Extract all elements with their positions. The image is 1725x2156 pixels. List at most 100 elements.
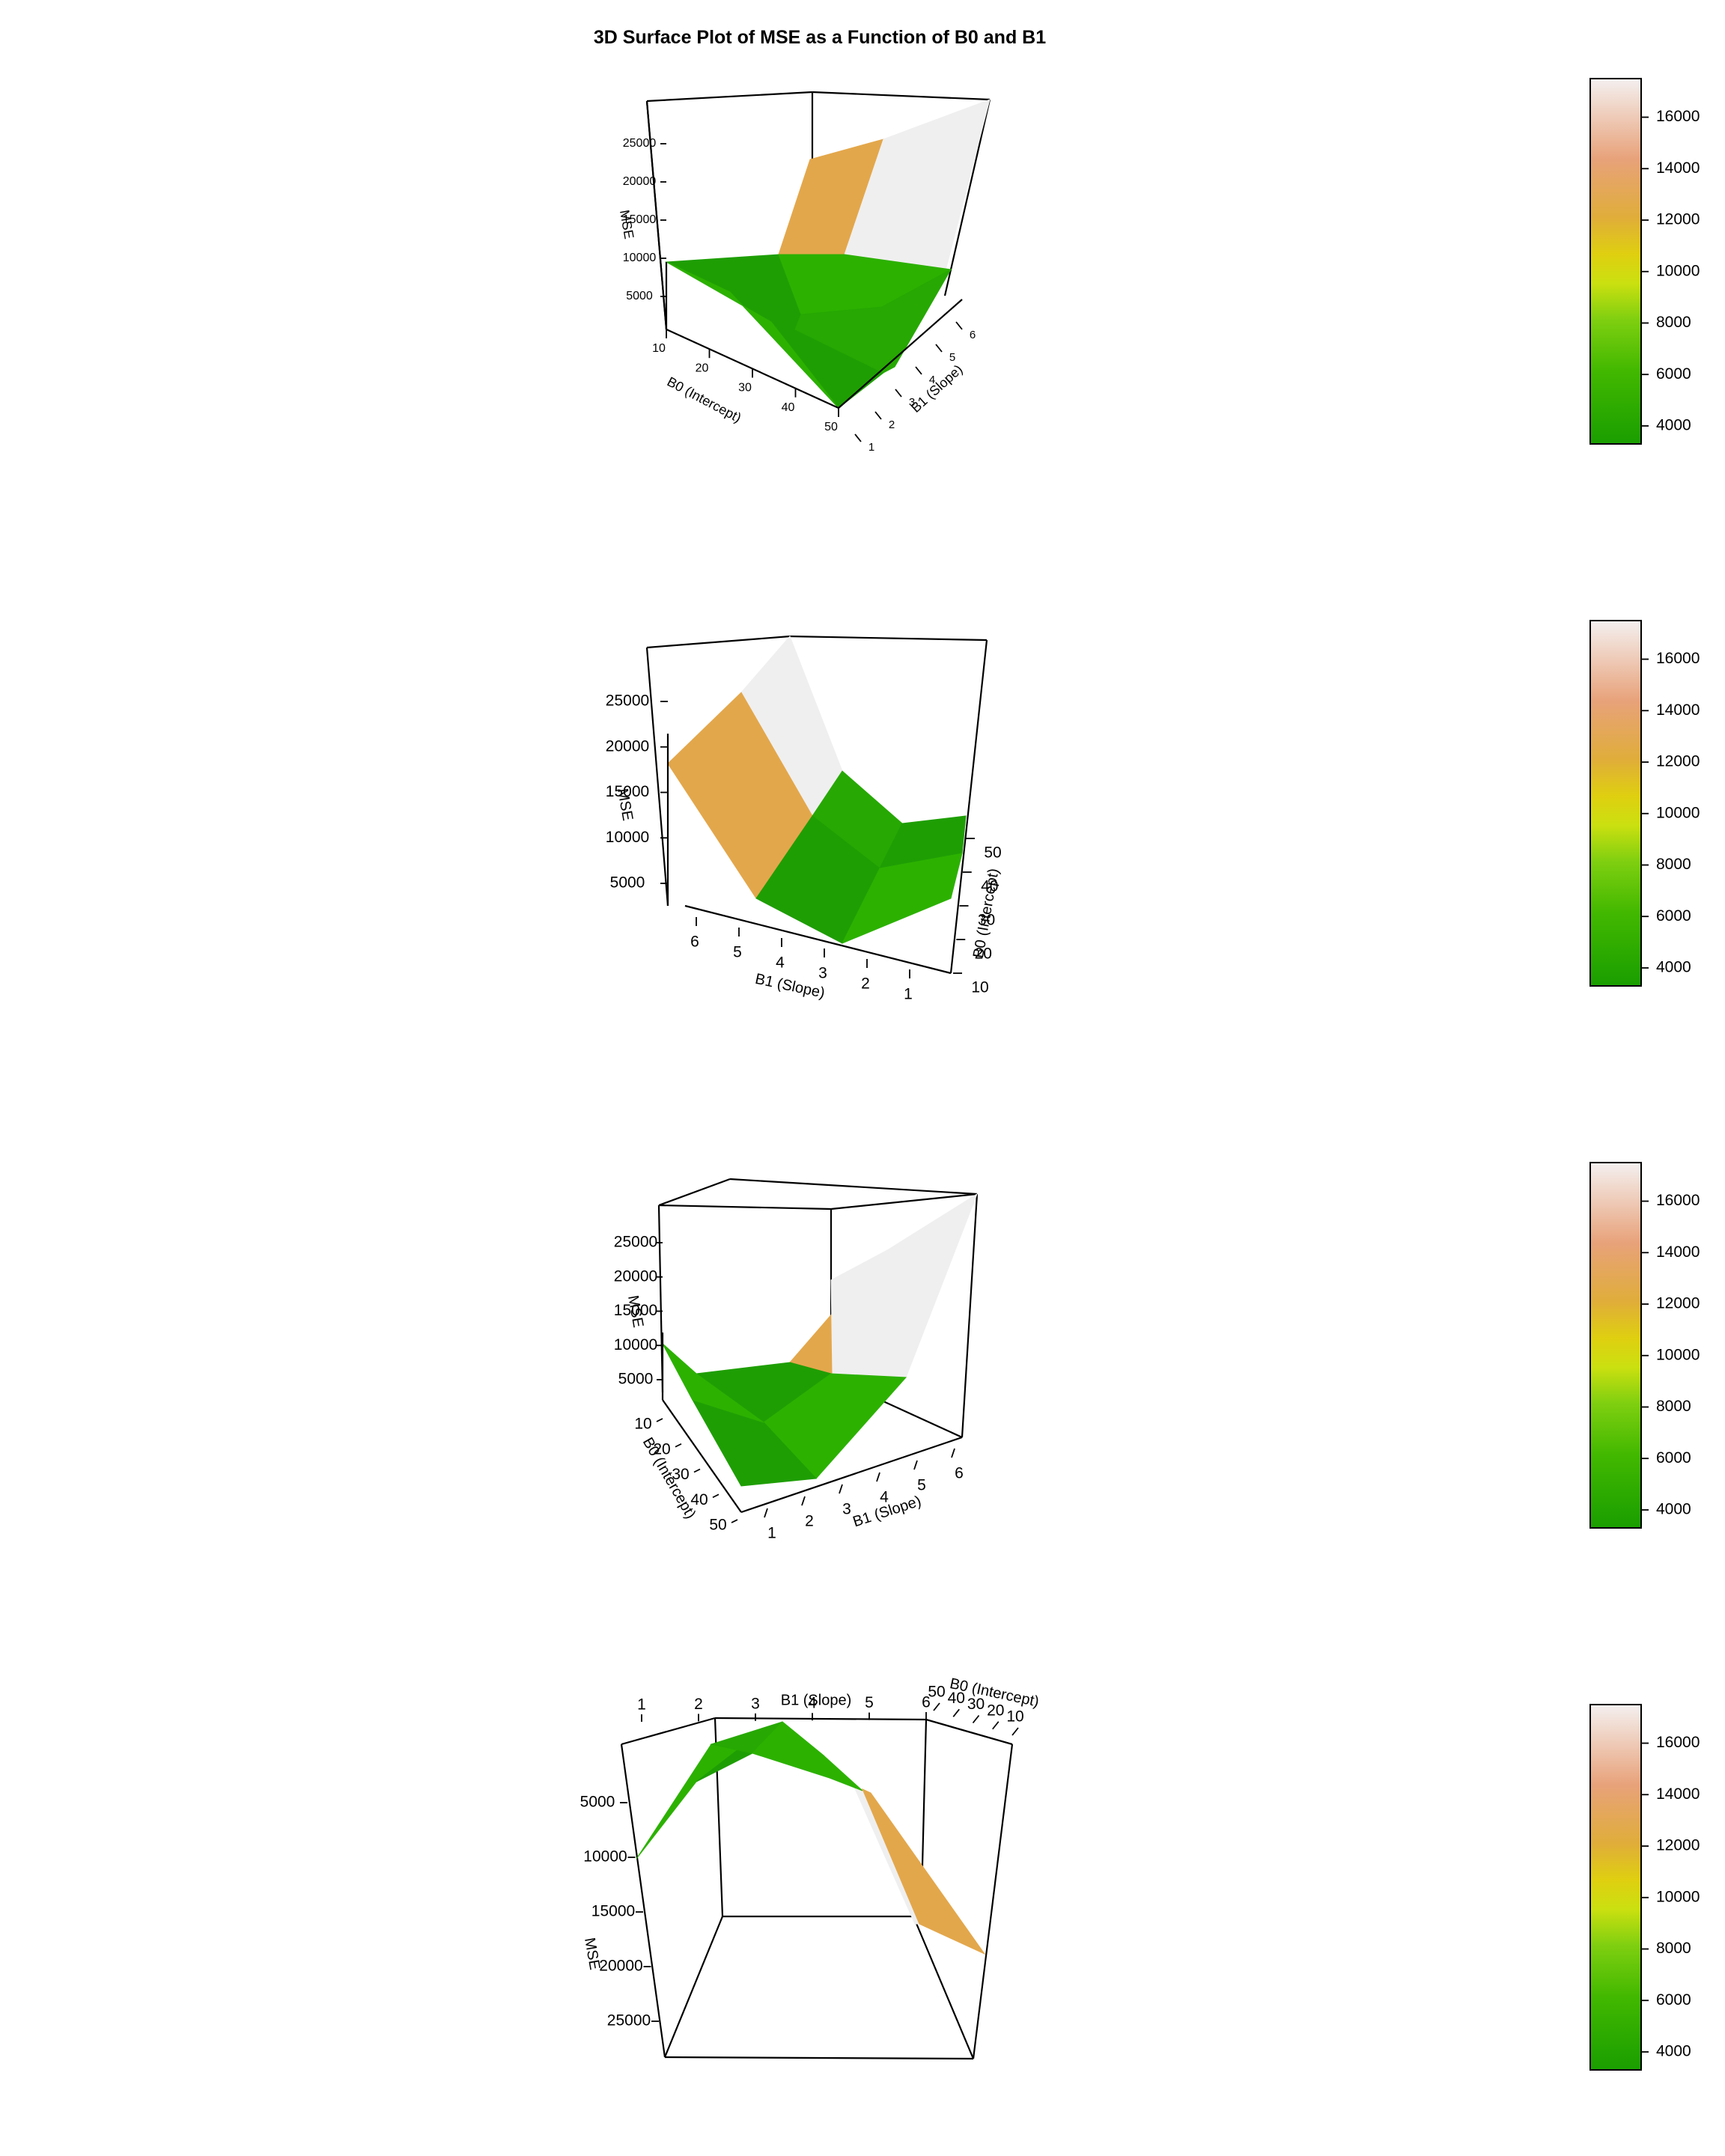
- box-edge: [658, 1204, 832, 1211]
- z-axis-tick-label: 10000: [623, 252, 657, 264]
- z-axis-tick-label: 10000: [606, 829, 649, 846]
- box-edge: [646, 635, 791, 649]
- y-axis-title: B0 (Intercept): [970, 867, 1003, 959]
- x-axis-tick-label: 20: [653, 1440, 670, 1458]
- x-axis-tick: [712, 1493, 719, 1499]
- colorbar-tick-label: 14000: [1656, 159, 1700, 177]
- z-axis-tick-label: 10000: [614, 1336, 657, 1353]
- panel-2: 6 5 4 3 2 1 10 20 30 40 50 5000 10000 15000 20000 25000…: [606, 635, 1003, 1003]
- colorbar-tick-label: 16000: [1656, 1192, 1700, 1209]
- box-edge: [812, 91, 991, 101]
- y-axis-tick-label: 50: [984, 844, 1001, 862]
- x-axis-tick-label: 1: [904, 986, 913, 1003]
- z-axis-tick-label: 25000: [614, 1234, 657, 1251]
- colorbar-gradient: [1589, 1162, 1642, 1529]
- surface-face: [662, 1343, 764, 1423]
- y-axis-line: [838, 299, 963, 409]
- y-axis-tick: [951, 1448, 955, 1458]
- y-axis-tick: [874, 411, 882, 420]
- box-edge: [658, 1178, 731, 1207]
- x-axis-line: [662, 1399, 742, 1513]
- y-axis-tick: [935, 344, 943, 353]
- y-axis-tick: [895, 389, 902, 398]
- y-axis-line: [740, 1436, 963, 1514]
- y-axis-tick: [854, 433, 862, 442]
- box-edge: [663, 1916, 724, 2058]
- colorbar-tick-label: 10000: [1656, 1888, 1700, 1905]
- y-axis-tick: [915, 366, 922, 375]
- surface-face: [665, 254, 802, 315]
- x-axis-tick-label: 20: [696, 362, 709, 374]
- y-axis-tick: [801, 1496, 806, 1506]
- z-axis-tick-label: 25000: [623, 137, 657, 150]
- box-edge: [972, 1744, 1014, 2059]
- y-axis-tick-label: 10: [1006, 1708, 1023, 1726]
- box-edge: [645, 100, 668, 330]
- y-axis-tick-label: 30: [967, 1696, 985, 1713]
- box-edge: [943, 99, 991, 296]
- box-edge: [961, 1193, 979, 1438]
- colorbar-tick-label: 16000: [1656, 650, 1700, 667]
- colorbar-tick-label: 14000: [1656, 1785, 1700, 1803]
- y-axis-tick-label: 4: [880, 1489, 889, 1506]
- surface-face-white: [830, 1193, 979, 1378]
- colorbar-tick-label: 12000: [1656, 753, 1700, 770]
- y-axis-tick-label: 3: [909, 396, 915, 409]
- box-edge: [912, 1916, 975, 2059]
- x-axis-tick-label: 2: [694, 1696, 703, 1713]
- z-axis-tick-label: 25000: [606, 692, 649, 710]
- y-axis-title: B1 (Slope): [908, 362, 966, 415]
- x-axis-tick-label: 3: [751, 1695, 760, 1712]
- z-axis-tick-label: 10000: [583, 1848, 627, 1866]
- y-axis-tick-label: 3: [842, 1501, 851, 1518]
- z-axis-tick-label: 15000: [623, 213, 657, 226]
- colorbar-gradient: [1589, 1704, 1642, 2071]
- z-axis-tick-label: 5000: [580, 1794, 615, 1811]
- x-axis-line: [684, 904, 952, 975]
- colorbar-tick-label: 12000: [1656, 211, 1700, 228]
- colorbar-tick-label: 6000: [1656, 907, 1691, 925]
- panel-4: 1 2 3 4 5 650 40 30 20 10 5000 10000 15000 20000 25000…: [580, 1675, 1041, 2060]
- x-axis-tick-label: 2: [861, 975, 870, 993]
- x-axis-tick-label: 4: [808, 1695, 817, 1712]
- colorbar-tick-label: 12000: [1656, 1295, 1700, 1312]
- surface-face: [752, 1721, 863, 1791]
- x-axis-tick-label: 10: [652, 342, 666, 355]
- colorbar-tick-label: 8000: [1656, 856, 1691, 873]
- colorbar-2: 4000 6000 8000 10000 12000 14000 16000: [1589, 620, 1700, 987]
- x-axis-tick: [675, 1443, 682, 1448]
- x-axis-tick: [693, 1468, 701, 1473]
- y-axis-tick: [876, 1472, 880, 1482]
- x-axis-tick-label: 5: [865, 1694, 874, 1711]
- y-axis-line: [925, 1718, 1013, 1746]
- z-axis-title: MSE: [581, 1937, 603, 1972]
- box-edge: [830, 1193, 978, 1211]
- colorbar-1: 4000 6000 8000 10000 12000 14000 16000: [1589, 78, 1700, 445]
- y-axis-tick-label: 50: [928, 1684, 945, 1701]
- box-edge: [620, 1744, 666, 2058]
- surface-face: [841, 853, 963, 944]
- x-axis-tick-label: 40: [690, 1491, 708, 1508]
- colorbar-tick-label: 4000: [1656, 416, 1691, 433]
- y-axis-tick-label: 20: [987, 1702, 1004, 1719]
- z-axis-tick-label: 5000: [626, 290, 653, 302]
- box-edge: [645, 647, 669, 907]
- box-edge: [714, 1717, 927, 1721]
- surface-face-orange: [862, 1788, 986, 1955]
- y-axis-tick: [933, 1702, 940, 1711]
- y-axis-tick-label: 1: [767, 1525, 776, 1542]
- colorbar-gradient: [1589, 620, 1642, 987]
- y-axis-tick-label: 5: [949, 351, 955, 364]
- z-axis-tick-label: 15000: [591, 1903, 635, 1920]
- z-axis-tick-label: 5000: [610, 874, 645, 892]
- colorbar-tick-label: 14000: [1656, 701, 1700, 719]
- z-axis-title: MSE: [624, 1294, 646, 1330]
- colorbar-tick-label: 6000: [1656, 365, 1691, 383]
- z-axis-tick-label: 20000: [614, 1267, 657, 1285]
- z-axis-tick-label: 20000: [623, 175, 657, 188]
- x-axis-title: B1 (Slope): [781, 1692, 852, 1708]
- z-axis-tick-label: 5000: [618, 1371, 654, 1388]
- z-axis-tick-label: 25000: [607, 2012, 651, 2029]
